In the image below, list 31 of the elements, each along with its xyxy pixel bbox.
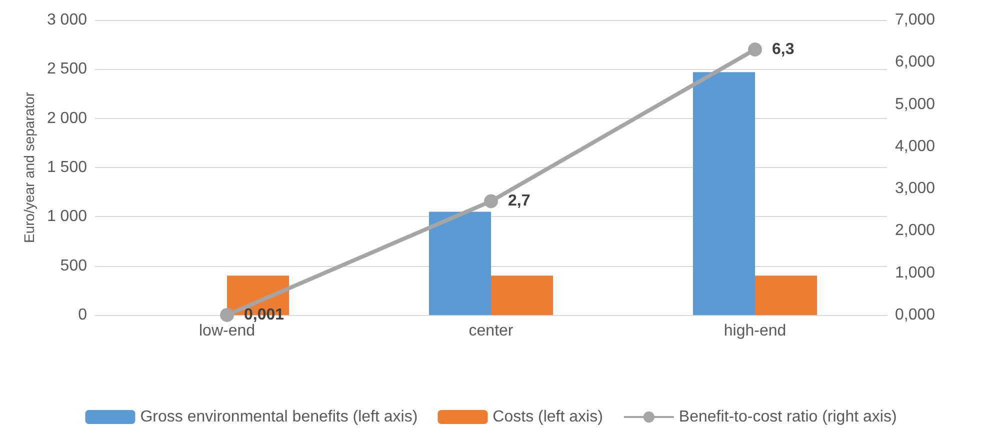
y-tick-label: 3 000 [46, 12, 88, 28]
y2-tick-label: 2,000 [895, 222, 936, 240]
y-tick-label: 2 000 [46, 110, 88, 127]
legend-label: Benefit-to-cost ratio (right axis) [678, 408, 897, 426]
y2-tick-label: 1,000 [895, 264, 936, 282]
data-label: 2,7 [508, 192, 530, 210]
point [220, 308, 234, 322]
bar [755, 276, 817, 315]
data-label: 6,3 [772, 41, 794, 58]
y2-tick-label: 6,000 [895, 54, 936, 71]
point [484, 194, 498, 208]
bar [491, 276, 553, 315]
y-tick-label: 0 [78, 306, 88, 324]
y-tick-label: 500 [60, 257, 88, 274]
y2-tick-label: 3,000 [895, 180, 936, 198]
y2-tick-label: 0,000 [895, 306, 936, 324]
legend-label: Costs (left axis) [492, 408, 603, 426]
y-tick-label: 1 000 [46, 208, 88, 226]
y-axis-title: Euro/year and separator [21, 92, 38, 243]
point [748, 42, 762, 56]
y2-tick-label: 7,000 [895, 12, 936, 28]
bar [693, 72, 755, 315]
x-tick-label: high-end [724, 322, 786, 340]
y2-tick-label: 4,000 [895, 138, 936, 155]
x-tick-label: low-end [198, 322, 256, 340]
y-tick-label: 1 500 [46, 159, 88, 176]
y-tick-label: 2 500 [46, 60, 88, 78]
legend-label: Gross environmental benefits (left axis) [140, 408, 418, 426]
bar [429, 212, 491, 315]
y2-tick-label: 5,000 [895, 96, 936, 113]
x-tick-label: center [468, 322, 514, 340]
